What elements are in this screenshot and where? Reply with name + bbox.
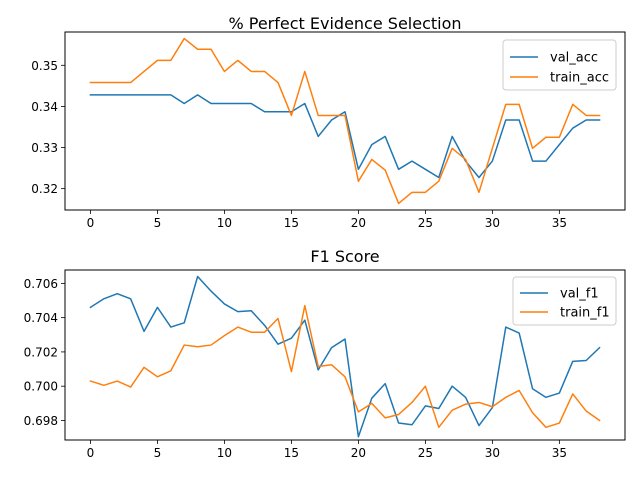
x-tick-label: 0 <box>87 216 95 230</box>
series-line-train-acc <box>89 37 601 205</box>
y-tick-label: 0.706 <box>24 277 58 291</box>
x-tick-label: 15 <box>284 446 299 460</box>
chart-title: F1 Score <box>310 247 379 266</box>
x-tick-label: 15 <box>284 216 299 230</box>
x-tick-label: 30 <box>485 216 500 230</box>
y-tick-label: 0.702 <box>24 345 58 359</box>
x-tick-label: 10 <box>217 446 232 460</box>
axis-layer: 0 5 10 15 20 25 30 35 0.32 0.33 0.34 0.35 <box>31 59 567 230</box>
x-tick-label: 25 <box>418 216 433 230</box>
chart-title: % Perfect Evidence Selection <box>228 14 461 33</box>
plot-frame <box>64 269 626 441</box>
x-tick-label: 20 <box>351 216 366 230</box>
y-tick-label: 0.700 <box>24 380 58 394</box>
chart-f1-score: F1 Score 0 5 10 15 20 25 30 35 0.698 0.700 0.702 0.… <box>24 247 626 460</box>
y-tick-label: 0.33 <box>31 141 58 155</box>
x-tick-label: 20 <box>351 446 366 460</box>
legend-label-val-f1: val_f1 <box>560 287 599 302</box>
x-tick-label: 10 <box>217 216 232 230</box>
series-line-val-f1 <box>89 275 601 438</box>
series-layer <box>89 37 601 205</box>
x-tick-label: 35 <box>552 446 567 460</box>
x-tick-label: 25 <box>418 446 433 460</box>
legend: val_acc train_acc <box>502 39 617 91</box>
x-tick-label: 30 <box>485 446 500 460</box>
series-line-train-f1 <box>89 304 601 429</box>
legend: val_f1 train_f1 <box>512 276 617 326</box>
series-layer <box>89 275 601 438</box>
y-tick-label: 0.35 <box>31 59 58 73</box>
y-tick-label: 0.34 <box>31 100 58 114</box>
legend-box <box>512 276 617 326</box>
legend-label-train-f1: train_f1 <box>560 306 610 321</box>
axis-layer: 0 5 10 15 20 25 30 35 0.698 0.700 0.702 0.704 0.706 <box>24 277 567 460</box>
y-tick-label: 0.32 <box>31 182 58 196</box>
x-tick-label: 0 <box>87 446 95 460</box>
y-tick-label: 0.698 <box>24 414 58 428</box>
y-tick-label: 0.704 <box>24 311 58 325</box>
x-tick-label: 35 <box>552 216 567 230</box>
series-line-val-acc <box>89 94 601 179</box>
legend-label-val-acc: val_acc <box>550 51 598 66</box>
chart-perfect-evidence-selection: % Perfect Evidence Selection 0 5 10 15 20 25 3… <box>31 14 626 230</box>
x-tick-label: 5 <box>154 446 162 460</box>
legend-label-train-acc: train_acc <box>550 71 609 86</box>
x-tick-label: 5 <box>154 216 162 230</box>
plot-frame <box>64 31 626 211</box>
